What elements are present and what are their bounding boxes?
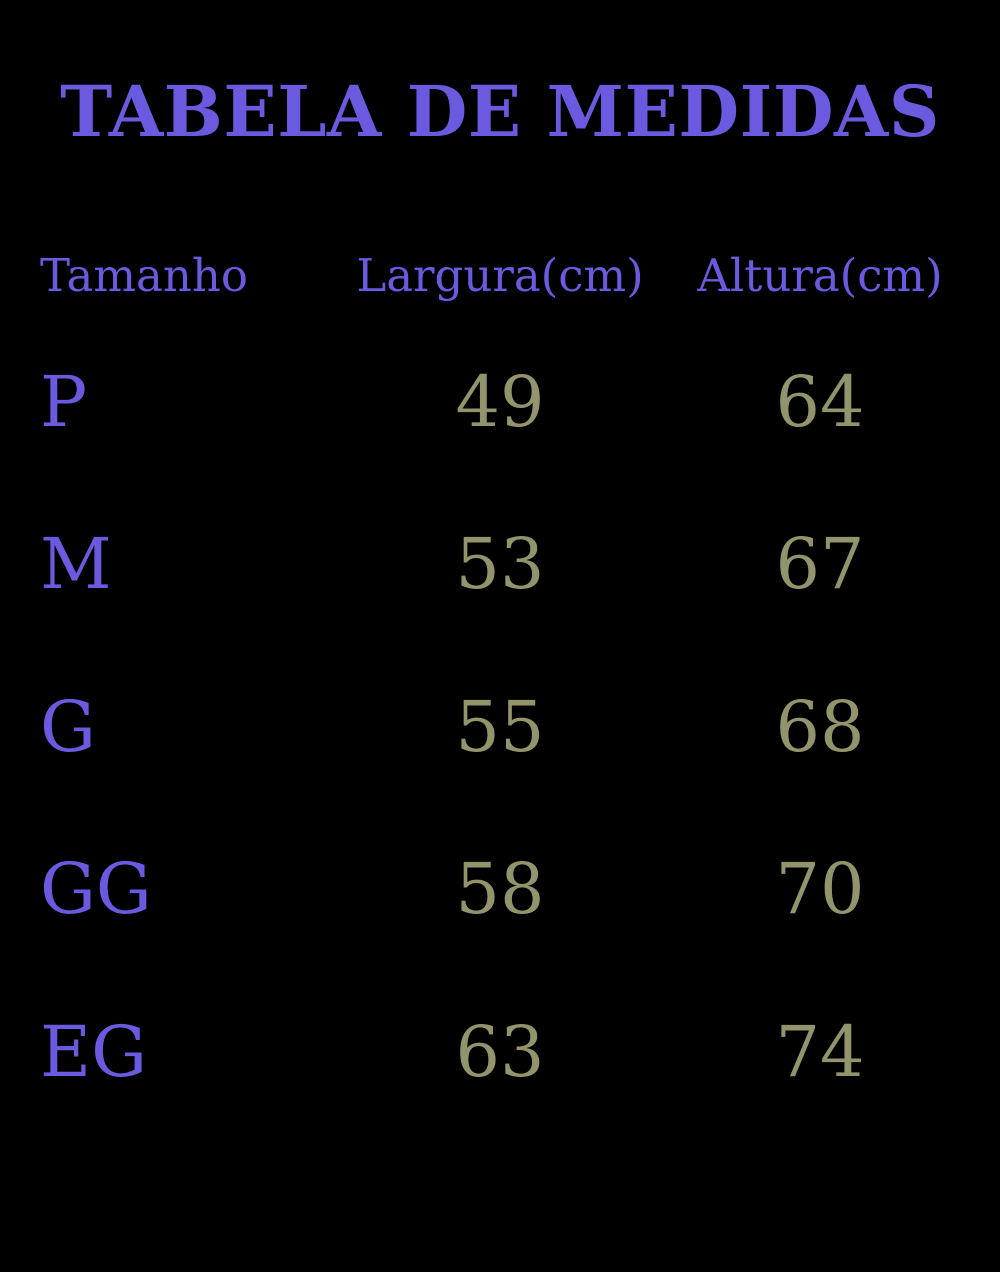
size-chart-page: TABELA DE MEDIDAS Tamanho Largura(cm) Al… bbox=[0, 70, 1000, 1272]
measurements-table: Tamanho Largura(cm) Altura(cm) P 49 64 M… bbox=[0, 248, 1000, 1093]
largura-value: 49 bbox=[455, 360, 545, 443]
largura-value: 53 bbox=[455, 523, 545, 606]
altura-value: 68 bbox=[775, 685, 865, 768]
largura-value: 58 bbox=[455, 848, 545, 931]
size-label: GG bbox=[40, 848, 152, 931]
table-row-gg: GG 58 70 bbox=[40, 849, 960, 930]
table-row-p: P 49 64 bbox=[40, 362, 960, 443]
altura-value: 74 bbox=[775, 1010, 865, 1093]
column-header-altura: Altura(cm) bbox=[697, 248, 943, 302]
size-label: EG bbox=[40, 1010, 148, 1093]
column-header-tamanho: Tamanho bbox=[40, 248, 248, 302]
column-header-largura: Largura(cm) bbox=[356, 248, 644, 302]
table-row-m: M 53 67 bbox=[40, 524, 960, 605]
largura-value: 55 bbox=[455, 685, 545, 768]
largura-value: 63 bbox=[455, 1010, 545, 1093]
table-row-eg: EG 63 74 bbox=[40, 1012, 960, 1093]
altura-value: 70 bbox=[775, 848, 865, 931]
altura-value: 67 bbox=[775, 523, 865, 606]
size-label: P bbox=[40, 360, 88, 443]
table-row-g: G 55 68 bbox=[40, 687, 960, 768]
page-title: TABELA DE MEDIDAS bbox=[60, 70, 940, 153]
table-header-row: Tamanho Largura(cm) Altura(cm) bbox=[40, 248, 960, 304]
size-label: G bbox=[40, 685, 96, 768]
size-label: M bbox=[40, 523, 112, 606]
altura-value: 64 bbox=[775, 360, 865, 443]
